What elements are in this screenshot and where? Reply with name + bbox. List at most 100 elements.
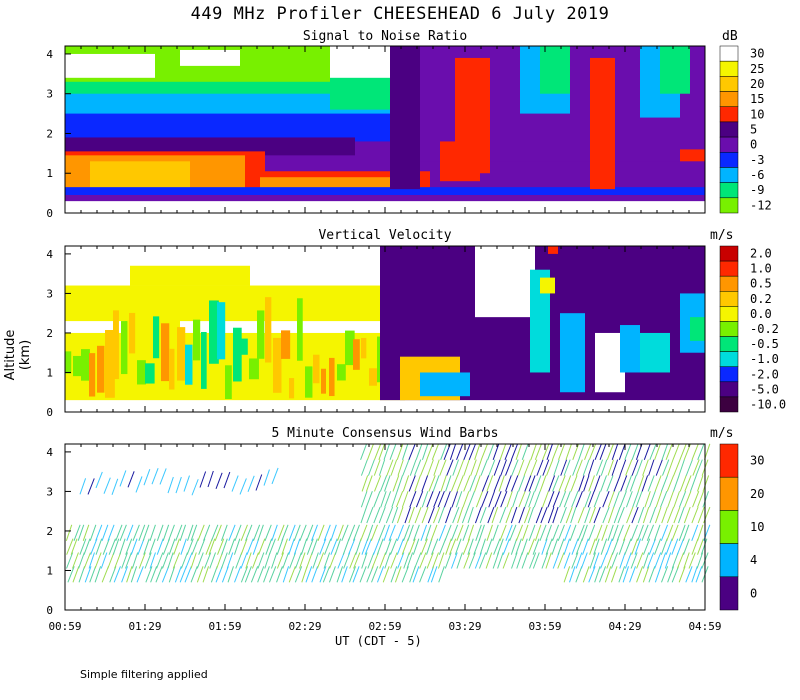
- wind-barb: [529, 552, 537, 569]
- wind-barb: [386, 459, 394, 476]
- wind-barb: [361, 475, 369, 492]
- wind-barb: [407, 524, 414, 541]
- wind-barb: [108, 538, 116, 555]
- wind-barb: [419, 566, 427, 583]
- wind-barb: [168, 524, 175, 542]
- wind-barb: [79, 538, 87, 555]
- wind-barb: [388, 524, 396, 542]
- wind-barb: [281, 524, 289, 542]
- wind-barb: [366, 524, 374, 541]
- wind-barb: [392, 475, 400, 492]
- wind-barb: [156, 552, 164, 569]
- wind-barb: [373, 491, 381, 508]
- y-tick-label: 2: [46, 327, 53, 340]
- wind-barb: [168, 566, 176, 583]
- wind-barb: [367, 552, 375, 569]
- wind-barb: [245, 552, 252, 569]
- colorbar-swatch: [719, 76, 739, 92]
- wind-barb: [523, 506, 531, 524]
- wind-barb: [622, 566, 630, 583]
- wind-barb: [551, 538, 559, 555]
- wind-barb: [688, 552, 696, 569]
- wind-barb: [431, 443, 439, 460]
- velocity-region: [620, 325, 640, 373]
- velocity-region: [129, 312, 136, 354]
- wind-barb: [493, 475, 501, 492]
- wind-barb: [288, 566, 296, 583]
- wind-barb: [540, 506, 548, 524]
- wind-barb: [421, 475, 429, 492]
- wind-barb: [588, 443, 597, 460]
- wind-barb: [415, 443, 423, 460]
- wind-barb: [414, 552, 422, 569]
- colorbar-swatch: [719, 106, 739, 123]
- colorbar-swatch: [719, 291, 739, 307]
- wind-barb: [618, 443, 626, 460]
- wind-barb: [468, 552, 476, 569]
- y-tick-label: 0: [46, 406, 53, 419]
- wind-barb: [162, 552, 169, 569]
- wind-barb: [593, 491, 601, 508]
- y-tick-label: 3: [46, 88, 53, 101]
- wind-barb: [618, 538, 626, 555]
- wind-barb: [83, 538, 91, 555]
- wind-barb: [588, 524, 596, 542]
- wind-barb: [384, 475, 391, 492]
- wind-barb: [583, 475, 590, 492]
- wind-barb: [625, 491, 633, 508]
- velocity-region: [201, 331, 207, 389]
- wind-barb: [342, 538, 350, 555]
- colorbar-label: 0.5: [750, 277, 772, 291]
- wind-barb: [231, 475, 239, 492]
- wind-barb: [521, 443, 529, 460]
- wind-barb: [646, 552, 655, 569]
- colorbar-label: -6: [750, 168, 764, 182]
- y-tick-label: 1: [46, 167, 53, 180]
- footer-note: Simple filtering applied: [80, 668, 208, 681]
- wind-barb: [439, 459, 447, 476]
- wind-barb: [589, 506, 596, 524]
- wind-barb: [360, 506, 367, 524]
- wind-barb: [228, 538, 236, 555]
- wind-barb: [518, 475, 525, 492]
- wind-barb: [408, 443, 416, 460]
- wind-barb: [631, 506, 639, 524]
- velocity-region: [540, 277, 555, 294]
- wind-barb: [463, 552, 471, 569]
- wind-barb: [486, 524, 493, 541]
- wind-barb: [637, 506, 645, 524]
- wind-barb: [570, 475, 578, 492]
- wind-barb: [311, 524, 318, 542]
- wind-barb: [509, 524, 517, 542]
- wind-barb: [252, 538, 260, 555]
- wind-barb: [425, 524, 432, 541]
- wind-barb: [443, 491, 451, 508]
- wind-barb: [207, 470, 214, 488]
- wind-barb: [420, 538, 428, 555]
- wind-barb: [571, 491, 579, 508]
- wind-barb: [527, 506, 535, 524]
- wind-barb: [456, 552, 463, 569]
- wind-barb: [667, 566, 675, 583]
- wind-barb: [467, 506, 474, 524]
- wind-barb: [654, 506, 662, 524]
- colorbar-swatch: [719, 152, 739, 168]
- wind-barb: [433, 459, 440, 476]
- wind-barb: [659, 552, 667, 569]
- wind-barb: [138, 524, 146, 542]
- wind-barb: [552, 552, 560, 569]
- wind-barb: [329, 552, 337, 569]
- wind-barb: [401, 491, 409, 508]
- wind-barb: [214, 524, 222, 542]
- velocity-region: [265, 297, 272, 363]
- wind-barb: [343, 552, 351, 569]
- wind-barb: [240, 538, 248, 555]
- wind-barb: [479, 538, 486, 555]
- wind-barb: [330, 538, 338, 555]
- velocity-region: [530, 269, 550, 373]
- wind-barb: [685, 459, 693, 476]
- wind-barb: [127, 471, 135, 488]
- wind-barb: [630, 524, 638, 542]
- wind-barb: [468, 443, 477, 460]
- colorbar-swatch: [719, 60, 739, 77]
